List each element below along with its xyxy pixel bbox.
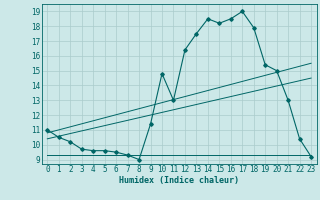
X-axis label: Humidex (Indice chaleur): Humidex (Indice chaleur) (119, 176, 239, 185)
